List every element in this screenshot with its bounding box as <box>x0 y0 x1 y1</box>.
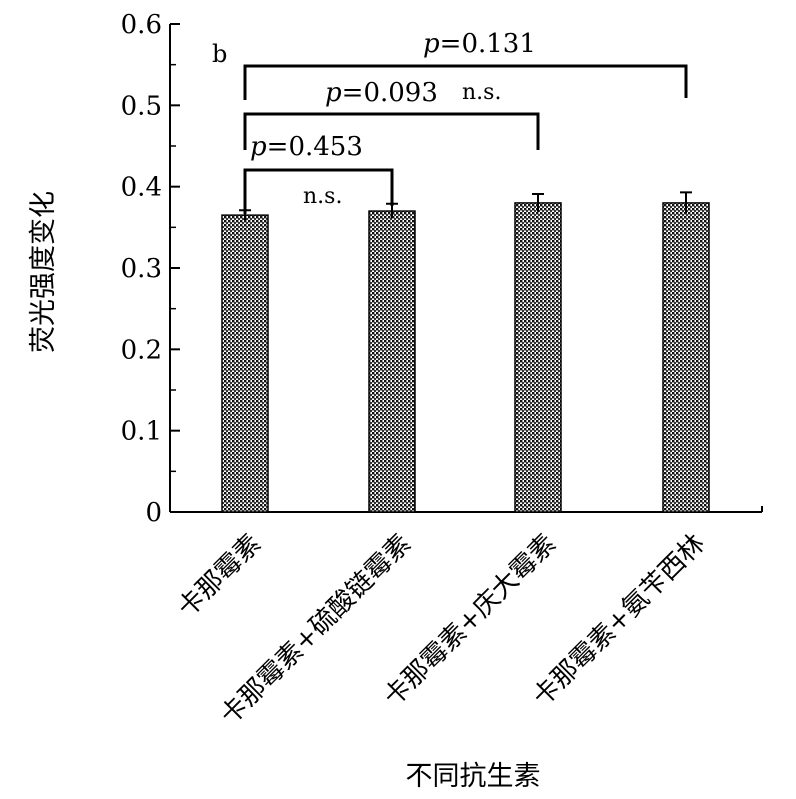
significance-label: n.s. <box>462 80 501 105</box>
comparison-bracket <box>243 64 688 100</box>
significance-label: n.s. <box>303 184 342 209</box>
x-category-label: 卡那霉素 <box>172 529 267 624</box>
y-tick-label: 0.5 <box>121 91 162 121</box>
y-tick-label: 0.6 <box>121 10 162 40</box>
bar <box>514 202 562 513</box>
panel-label: b <box>212 40 227 68</box>
y-tick-label: 0.2 <box>121 335 162 365</box>
p-value-label: p=0.453 <box>250 132 363 162</box>
comparison-bracket <box>243 168 394 214</box>
bar <box>221 214 269 513</box>
comparison-bracket <box>243 112 540 150</box>
x-axis-title: 不同抗生素 <box>406 761 541 792</box>
p-value-label: p=0.131 <box>423 29 536 59</box>
significance-brackets: p=0.453 n.s. p=0.093 n.s. p=0.131 <box>243 29 688 214</box>
p-value-label: p=0.093 <box>325 78 438 108</box>
y-axis-ticks: 0 0.1 0.2 0.3 0.4 0.5 0.6 <box>121 10 180 528</box>
y-tick-label: 0.3 <box>121 254 162 284</box>
bar <box>662 202 710 513</box>
y-tick-label: 0 <box>145 498 162 528</box>
y-axis-title: 荧光强度变化 <box>28 191 59 353</box>
y-tick-label: 0.4 <box>121 173 162 203</box>
bars <box>221 202 710 513</box>
bar <box>368 210 416 513</box>
y-tick-label: 0.1 <box>121 417 162 447</box>
